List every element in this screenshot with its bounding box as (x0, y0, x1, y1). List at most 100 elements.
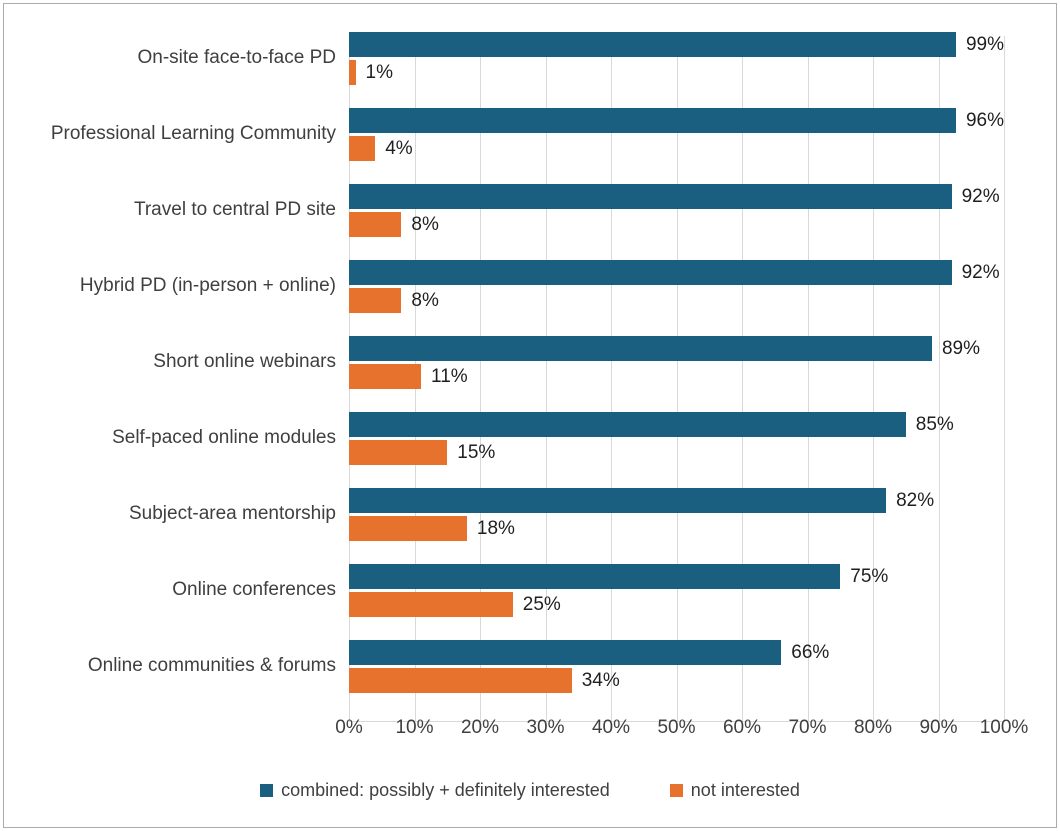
x-tick-label: 70% (788, 717, 827, 738)
gridline (676, 36, 678, 721)
combined-bar (349, 260, 952, 285)
bar-group: 96% 4% (349, 96, 1004, 172)
bar-chart: On-site face-to-face PD 99% 1% Professi (4, 20, 1056, 827)
gridline (742, 36, 743, 721)
gridline (938, 36, 940, 721)
combined-bar (349, 184, 952, 209)
bar-group: 75% 25% (349, 552, 1004, 628)
not-interested-bar-line: 11% (349, 364, 1004, 389)
chart-border: On-site face-to-face PD 99% 1% Professi (3, 3, 1057, 828)
not-interested-value-label: 25% (522, 593, 561, 615)
category-row: Subject-area mentorship 82% 18% (4, 476, 1056, 552)
x-tick-label: 90% (919, 717, 958, 738)
bar-group: 92% 8% (349, 248, 1004, 324)
gridline (873, 36, 874, 721)
x-tick-label: 10% (395, 717, 434, 738)
bar-group: 82% 18% (349, 476, 1004, 552)
not-interested-bar (349, 440, 448, 465)
gridline (480, 36, 481, 721)
not-interested-bar-line: 18% (349, 516, 1004, 541)
combined-bar-line: 85% (349, 412, 1004, 437)
combined-value-label: 85% (915, 413, 954, 435)
category-label: Travel to central PD site (133, 199, 336, 220)
x-tick-label: 100% (979, 717, 1029, 738)
legend-item-not-interested: not interested (669, 780, 800, 801)
not-interested-value-label: 1% (365, 61, 394, 83)
combined-bar-line: 92% (349, 184, 1004, 209)
combined-bar (349, 640, 782, 665)
x-tick-label: 40% (591, 717, 631, 738)
combined-bar-line: 66% (349, 640, 1004, 665)
category-row: Hybrid PD (in-person + online) 92% 8% (4, 248, 1056, 324)
not-interested-bar (349, 668, 572, 693)
combined-value-label: 75% (850, 565, 889, 587)
x-axis: 0% 10% 20% 30% 40% 50% 60% 70% 80% 90% 1… (335, 704, 1028, 756)
not-interested-bar-line: 8% (349, 288, 1004, 313)
combined-bar (349, 32, 956, 57)
legend-swatch-not-interested-icon (669, 784, 683, 797)
not-interested-value-label: 8% (411, 289, 439, 311)
category-label: Subject-area mentorship (129, 503, 336, 524)
category-label: Hybrid PD (in-person + online) (79, 275, 336, 296)
category-row: Travel to central PD site 92% 8% (4, 172, 1056, 248)
x-tick-label: 80% (853, 717, 893, 738)
legend: combined: possibly + definitely interest… (4, 780, 1056, 801)
not-interested-bar (349, 516, 467, 541)
bar-group: 85% 15% (349, 400, 1004, 476)
x-tick-label: 20% (460, 717, 500, 738)
not-interested-bar-line: 4% (349, 136, 1004, 161)
category-row: Online conferences 75% 25% (4, 552, 1056, 628)
combined-bar-line: 89% (349, 336, 1004, 361)
not-interested-bar-line: 25% (349, 592, 1004, 617)
legend-swatch-combined-icon (260, 784, 274, 797)
combined-bar-line: 82% (349, 488, 1004, 513)
not-interested-bar (349, 364, 422, 389)
category-label: Short online webinars (153, 351, 336, 372)
combined-value-label: 66% (791, 641, 830, 663)
combined-bar (349, 336, 932, 361)
not-interested-bar-line: 34% (349, 668, 1004, 693)
gridline (807, 36, 809, 721)
not-interested-bar (349, 60, 356, 85)
not-interested-bar (349, 592, 513, 617)
not-interested-value-label: 18% (476, 517, 515, 539)
combined-bar (349, 412, 906, 437)
x-tick-label: 30% (526, 717, 565, 738)
bar-group: 89% 11% (349, 324, 1004, 400)
category-label: On-site face-to-face PD (137, 47, 336, 68)
not-interested-value-label: 15% (457, 441, 496, 463)
not-interested-bar (349, 212, 402, 237)
combined-bar (349, 108, 956, 133)
category-label: Online conferences (172, 579, 336, 600)
category-row: Short online webinars 89% 11% (4, 324, 1056, 400)
combined-value-label: 82% (896, 489, 935, 511)
combined-bar (349, 488, 887, 513)
gridline (1004, 36, 1005, 721)
bar-group: 92% 8% (349, 172, 1004, 248)
legend-item-combined: combined: possibly + definitely interest… (260, 780, 610, 801)
not-interested-bar (349, 288, 402, 313)
category-row: Online communities & forums 66% 34% (4, 628, 1056, 704)
category-label: Online communities & forums (87, 655, 336, 676)
not-interested-value-label: 8% (411, 213, 439, 235)
legend-label-not-interested: not interested (690, 780, 800, 800)
category-row: Professional Learning Community 96% 4% (4, 96, 1056, 172)
category-label: Professional Learning Community (50, 123, 336, 144)
x-tick-label: 60% (722, 717, 762, 738)
not-interested-value-label: 34% (581, 669, 620, 691)
combined-bar (349, 564, 841, 589)
not-interested-value-label: 11% (431, 365, 468, 387)
not-interested-bar-line: 1% (349, 60, 1004, 85)
category-label: Self-paced online modules (112, 427, 336, 448)
combined-bar-line: 75% (349, 564, 1004, 589)
not-interested-bar (349, 136, 376, 161)
not-interested-value-label: 4% (385, 137, 413, 159)
bar-group: 66% 34% (349, 628, 1004, 704)
combined-bar-line: 92% (349, 260, 1004, 285)
x-tick-label: 50% (657, 717, 696, 738)
not-interested-bar-line: 8% (349, 212, 1004, 237)
plot-area: On-site face-to-face PD 99% 1% Professi (4, 20, 1056, 704)
combined-value-label: 92% (961, 261, 1000, 283)
category-row: On-site face-to-face PD 99% 1% (4, 20, 1056, 96)
